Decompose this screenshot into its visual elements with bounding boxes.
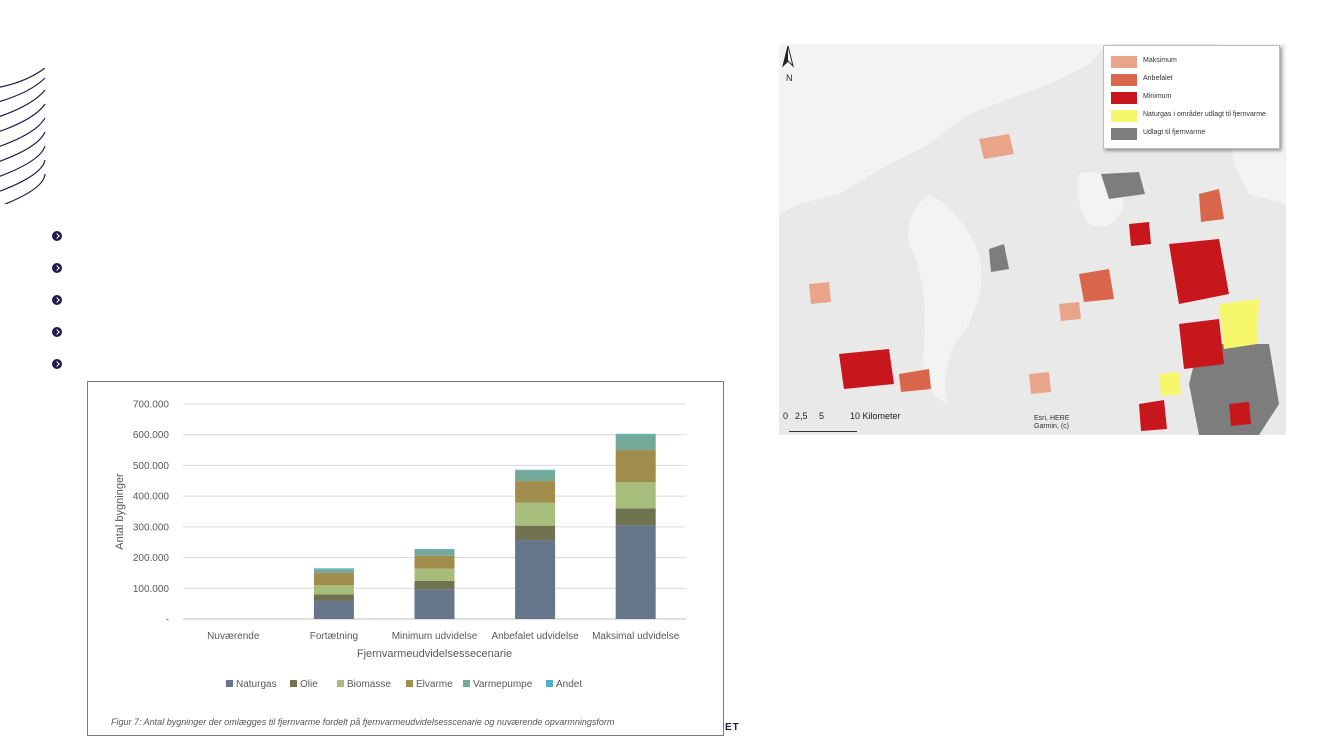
bullet-marker <box>50 293 64 307</box>
bar-segment-elvarme <box>515 481 556 503</box>
y-tick-label: 100.000 <box>133 584 170 595</box>
bar-segment-biomasse <box>414 568 455 581</box>
legend-label: Maksimum <box>1143 57 1177 64</box>
scale-label: 2,5 <box>795 411 808 421</box>
y-tick-label: 700.000 <box>133 400 170 411</box>
fjord <box>908 194 982 404</box>
attribution-line: Garmin, (c) <box>1034 423 1069 430</box>
bar-segment-naturgas <box>615 525 656 619</box>
bullet-marker <box>50 357 64 371</box>
legend-swatch <box>1111 56 1137 68</box>
legend-swatch <box>1111 110 1137 122</box>
y-tick-label: 600.000 <box>133 430 170 441</box>
x-tick-label: Minimum udvidelse <box>392 631 478 642</box>
city-area <box>989 244 1009 272</box>
legend-swatch <box>1111 128 1137 140</box>
bar-segment-andet <box>313 568 354 570</box>
footer-text: ET <box>725 722 740 733</box>
bar-segment-andet <box>615 433 656 435</box>
map-attribution: Esri, HERE Garmin, (c) <box>1034 415 1069 431</box>
scale-label: 10 Kilometer <box>850 411 901 421</box>
y-axis-title: Antal bygninger <box>114 473 126 550</box>
bar-segment-elvarme <box>414 555 455 569</box>
legend-label: Minimum <box>1143 93 1172 100</box>
legend-swatch <box>546 680 553 687</box>
bar-segment-olie <box>313 594 354 601</box>
chevron-right-icon <box>52 231 62 241</box>
legend-swatch <box>337 680 344 687</box>
chevron-right-icon <box>52 295 62 305</box>
bar-segment-biomasse <box>515 502 556 526</box>
bar-segment-varmepumpe <box>313 569 354 573</box>
city-area <box>1101 172 1145 199</box>
legend-swatch <box>463 680 470 687</box>
north-arrow-icon <box>782 45 794 68</box>
scale-label: 5 <box>819 411 825 421</box>
bullet-marker <box>50 325 64 339</box>
bar-segment-elvarme <box>615 450 656 483</box>
x-tick-label: Maksimal udvidelse <box>592 631 680 642</box>
legend-swatch <box>226 680 233 687</box>
bar-segment-biomasse <box>313 585 354 595</box>
legend-swatch <box>1111 74 1137 86</box>
scale-bar <box>789 425 857 432</box>
bar-segment-andet <box>414 548 455 550</box>
sea-area <box>779 44 1109 214</box>
bar-segment-naturgas <box>515 540 556 619</box>
map-panel: N Maksimum Anbefalet Minimum Naturgas i omr… <box>779 44 1286 435</box>
bar-segment-varmepumpe <box>414 549 455 556</box>
bar-segment-biomasse <box>615 482 656 509</box>
stacked-bar-chart: - 100.000 200.000 300.000 400.000 500.000 600.… <box>114 400 686 690</box>
y-tick-label: 400.000 <box>133 492 170 503</box>
legend-label: Udlagt til fjernvarme <box>1143 129 1206 136</box>
attribution-line: Esri, HERE <box>1034 415 1070 422</box>
gas-area <box>1219 299 1259 349</box>
bar-segment-andet <box>515 469 556 471</box>
chevron-right-icon <box>52 359 62 369</box>
legend-label: Olie <box>300 679 318 690</box>
decorative-wave-lines <box>0 68 46 204</box>
bar-segment-olie <box>414 580 455 590</box>
north-label: N <box>786 73 793 83</box>
chevron-right-icon <box>52 327 62 337</box>
city-area <box>1189 344 1279 435</box>
bar-segment-varmepumpe <box>515 470 556 482</box>
y-tick-label: - <box>166 615 169 626</box>
x-tick-label: Nuværende <box>207 631 260 642</box>
y-tick-label: 200.000 <box>133 553 170 564</box>
bar-segment-naturgas <box>414 589 455 619</box>
y-tick-label: 300.000 <box>133 522 170 533</box>
legend-swatch <box>290 680 297 687</box>
map-legend: Maksimum Anbefalet Minimum Naturgas i områd… <box>1103 45 1280 149</box>
x-tick-label: Anbefalet udvidelse <box>491 631 579 642</box>
legend-label: Naturgas i områder udlagt til fjernvarme <box>1143 111 1266 118</box>
legend-label: Andet <box>556 679 582 690</box>
bar-segment-naturgas <box>313 600 354 619</box>
legend-label: Anbefalet <box>1143 75 1173 82</box>
bar-segment-olie <box>515 525 556 541</box>
bullet-marker <box>50 261 64 275</box>
legend-swatch <box>1111 92 1137 104</box>
legend-label: Elvarme <box>416 679 453 690</box>
y-tick-label: 500.000 <box>133 461 170 472</box>
bar-segment-olie <box>615 508 656 526</box>
chart-frame: - 100.000 200.000 300.000 400.000 500.000 600.… <box>87 381 724 736</box>
x-axis-title: Fjernvarmeudvidelsessecenarie <box>357 648 512 660</box>
legend-swatch <box>406 680 413 687</box>
expansion-areas <box>809 134 1251 431</box>
bullet-marker <box>50 229 64 243</box>
bar-segment-elvarme <box>313 572 354 586</box>
legend-label: Varmepumpe <box>473 679 533 690</box>
bar-segment-varmepumpe <box>615 434 656 451</box>
gas-area <box>1159 372 1181 396</box>
legend-label: Biomasse <box>347 679 391 690</box>
chart-caption: Figur 7: Antal bygninger der omlægges ti… <box>111 717 615 727</box>
bullet-list <box>50 229 64 389</box>
scale-label: 0 <box>783 411 789 421</box>
legend-label: Naturgas <box>236 679 277 690</box>
chevron-right-icon <box>52 263 62 273</box>
x-tick-label: Fortætning <box>310 631 358 642</box>
